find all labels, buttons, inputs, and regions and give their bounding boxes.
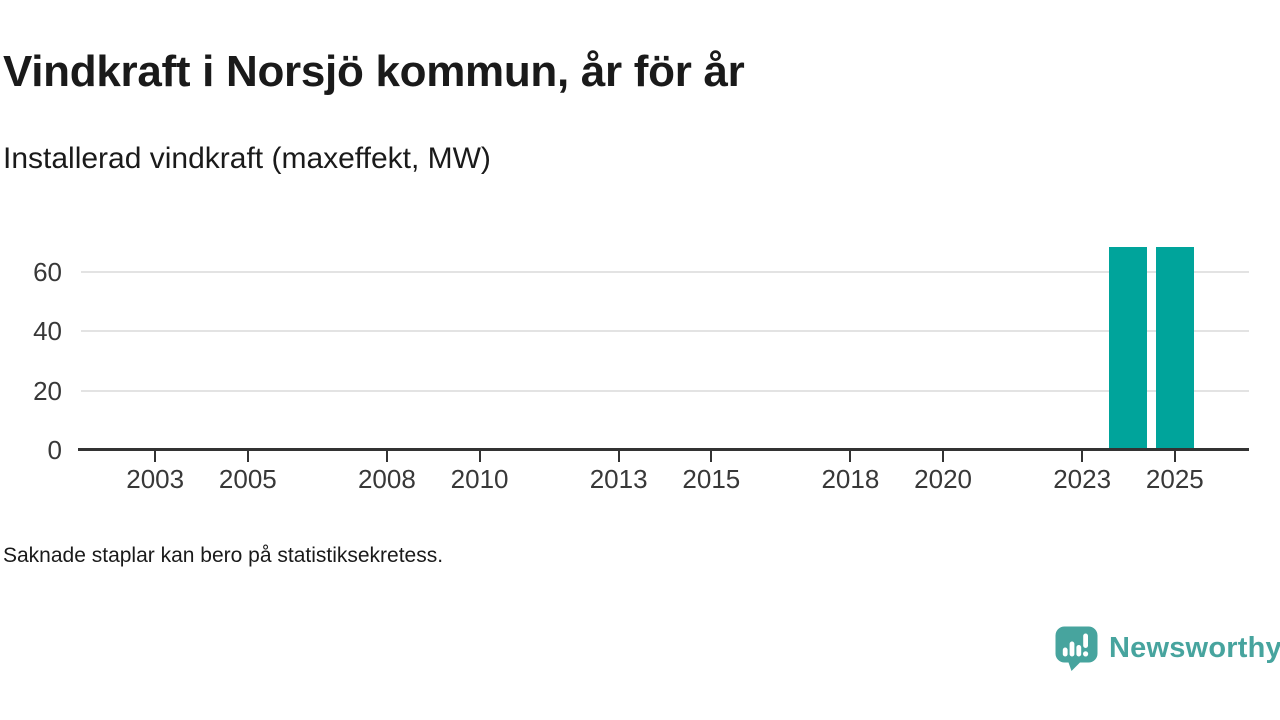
x-axis-label: 2020	[914, 464, 973, 494]
x-axis-tick	[1081, 451, 1084, 462]
newsworthy-logo-icon	[1055, 626, 1098, 671]
x-axis-tick	[1173, 451, 1176, 462]
y-axis-label: 60	[33, 256, 62, 287]
x-axis-tick	[154, 451, 157, 462]
bar-2024	[1109, 247, 1148, 449]
x-axis-tick	[246, 451, 249, 462]
x-axis-label: 2005	[218, 464, 277, 494]
x-axis-tick	[478, 451, 481, 462]
x-axis-label: 2023	[1053, 464, 1112, 494]
y-axis-label: 20	[33, 375, 62, 406]
chart-subtitle: Installerad vindkraft (maxeffekt, MW)	[3, 142, 491, 175]
x-axis-label: 2018	[821, 464, 880, 494]
x-axis-label: 2003	[126, 464, 185, 494]
x-axis-tick	[710, 451, 713, 462]
gridline	[81, 389, 1249, 392]
gridline	[81, 330, 1249, 333]
x-axis-label: 2010	[450, 464, 509, 494]
bar-2025	[1155, 247, 1194, 449]
y-axis-label: 40	[33, 316, 62, 347]
x-axis-label: 2025	[1145, 464, 1204, 494]
footnote: Saknade staplar kan bero på statistiksek…	[3, 544, 444, 567]
x-axis-tick	[849, 451, 852, 462]
brand: Newsworthy	[1055, 625, 1280, 671]
x-axis-tick	[617, 451, 620, 462]
x-axis-label: 2013	[589, 464, 648, 494]
gridline	[81, 270, 1249, 273]
x-axis-label: 2015	[682, 464, 741, 494]
brand-wordmark: Newsworthy	[1109, 631, 1280, 664]
x-axis-tick	[942, 451, 945, 462]
y-axis-label: 0	[47, 435, 62, 465]
chart-title: Vindkraft i Norsjö kommun, år för år	[3, 47, 745, 96]
x-axis-tick	[385, 451, 388, 462]
x-axis-line	[78, 448, 1249, 451]
x-axis-label: 2008	[357, 464, 416, 494]
